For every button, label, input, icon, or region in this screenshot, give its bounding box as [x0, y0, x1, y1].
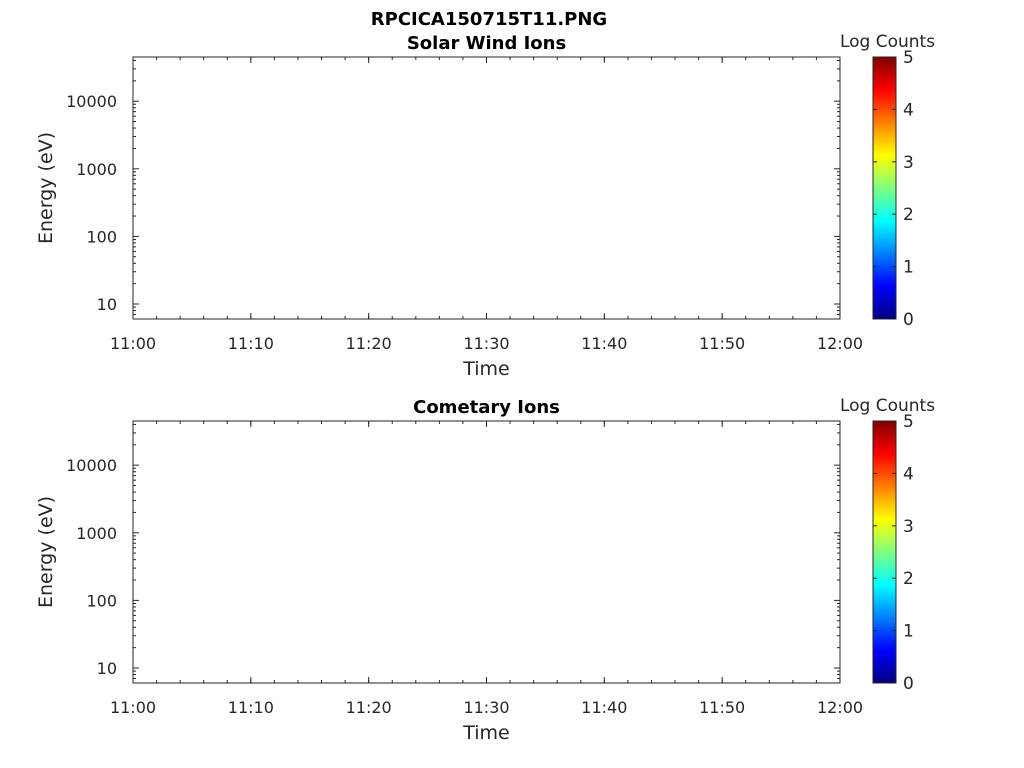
colorbar-tick-label: 4	[903, 464, 914, 484]
figure-title: RPCICA150715T11.PNG	[371, 9, 607, 30]
panels: Solar Wind Ions 11:00 11:10 11:20 11:30 11:40…	[35, 32, 935, 744]
y-tick-label: 10	[97, 659, 117, 678]
colorbar-label: Log Counts	[840, 32, 935, 52]
y-axis-label: Energy (eV)	[35, 132, 57, 244]
y-tick-label: 1000	[76, 524, 117, 543]
x-tick-label: 11:00	[110, 698, 156, 717]
panel-title: Solar Wind Ions	[407, 33, 566, 54]
colorbar-tick-label: 2	[903, 569, 914, 589]
colorbar-tick-label: 0	[903, 310, 914, 330]
colorbar-tick-label: 5	[903, 412, 914, 432]
colorbar-tick-label: 1	[903, 258, 914, 278]
colorbar-tick-label: 3	[903, 517, 914, 537]
x-tick-label: 11:50	[699, 698, 745, 717]
colorbar-label: Log Counts	[840, 396, 935, 416]
colorbar-tick-label: 3	[903, 153, 914, 173]
y-tick-label: 10000	[66, 456, 117, 475]
x-tick-label: 11:30	[463, 334, 509, 353]
y-tick-label: 10000	[66, 92, 117, 111]
panel-solar-wind: Solar Wind Ions 11:00 11:10 11:20 11:30 11:40…	[35, 32, 935, 380]
x-tick-label: 11:00	[110, 334, 156, 353]
y-tick-label: 10	[97, 295, 117, 314]
colorbar-tick-label: 4	[903, 100, 914, 120]
y-tick-label: 100	[86, 227, 117, 246]
x-tick-label: 12:00	[817, 334, 863, 353]
y-tick-label: 100	[86, 591, 117, 610]
x-axis-label: Time	[462, 722, 510, 744]
x-axis-label: Time	[462, 358, 510, 380]
colorbar-tick-label: 2	[903, 205, 914, 225]
x-tick-label: 11:20	[346, 334, 392, 353]
x-tick-label: 12:00	[817, 698, 863, 717]
x-tick-label: 11:20	[346, 698, 392, 717]
x-tick-label: 11:40	[581, 334, 627, 353]
y-tick-label: 1000	[76, 160, 117, 179]
axes-frame	[132, 56, 841, 320]
colorbar	[872, 420, 897, 684]
x-tick-label: 11:50	[699, 334, 745, 353]
colorbar-tick-label: 0	[903, 674, 914, 694]
x-tick-label: 11:10	[228, 698, 274, 717]
axes-frame	[132, 420, 841, 684]
x-tick-label: 11:30	[463, 698, 509, 717]
x-tick-label: 11:40	[581, 698, 627, 717]
panel-title: Cometary Ions	[413, 397, 560, 418]
colorbar-tick-label: 5	[903, 48, 914, 68]
colorbar-tick-label: 1	[903, 622, 914, 642]
y-axis-label: Energy (eV)	[35, 496, 57, 608]
x-tick-label: 11:10	[228, 334, 274, 353]
colorbar	[872, 56, 897, 320]
